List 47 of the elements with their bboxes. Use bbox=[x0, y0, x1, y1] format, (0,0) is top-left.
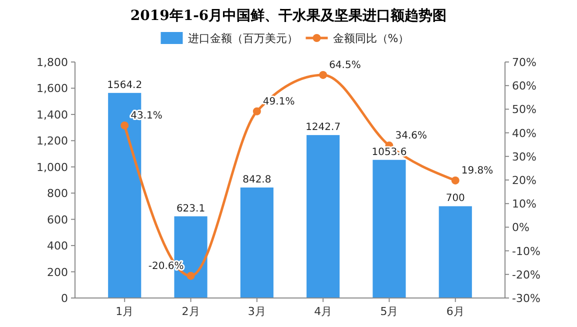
y2-tick-label: -30% bbox=[512, 292, 540, 305]
y-tick-label: 1,400 bbox=[36, 108, 68, 122]
data-label: 34.6% bbox=[395, 130, 428, 142]
y-tick-label: 1,800 bbox=[36, 56, 68, 69]
data-label: 623.1 bbox=[176, 203, 206, 214]
data-label: 1564.2 bbox=[107, 80, 142, 91]
y2-tick-label: 10% bbox=[512, 198, 536, 211]
y2-tick-label: 70% bbox=[512, 56, 536, 69]
point bbox=[120, 121, 129, 130]
y2-tick-label: -20% bbox=[512, 268, 540, 282]
y-tick-label: 1,000 bbox=[36, 160, 68, 174]
x-tick-label: 3月 bbox=[248, 305, 266, 318]
data-label: 842.8 bbox=[242, 174, 272, 186]
y-tick-label: 1,600 bbox=[36, 82, 68, 96]
data-label: 19.8% bbox=[461, 165, 494, 176]
x-tick-label: 4月 bbox=[314, 305, 332, 318]
data-label: 700 bbox=[446, 193, 465, 204]
y2-tick-label: 30% bbox=[512, 150, 536, 164]
point bbox=[319, 70, 328, 79]
y-tick-label: 200 bbox=[47, 266, 68, 279]
legend-label: 金额同比（%） bbox=[332, 32, 410, 45]
bar bbox=[240, 188, 274, 298]
y-tick-label: 800 bbox=[47, 187, 68, 200]
point bbox=[252, 107, 261, 116]
bar bbox=[438, 206, 472, 298]
y2-tick-label: 50% bbox=[512, 103, 536, 116]
x-tick-label: 5月 bbox=[380, 305, 398, 318]
data-label: 64.5% bbox=[329, 60, 361, 71]
data-label: 1242.7 bbox=[306, 122, 341, 134]
bar bbox=[372, 160, 406, 298]
bar bbox=[306, 135, 340, 298]
y-tick-label: 400 bbox=[47, 240, 68, 253]
y-tick-label: 0 bbox=[61, 292, 68, 305]
y2-tick-label: 40% bbox=[512, 126, 536, 140]
chart-title: 2019年1-6月中国鲜、干水果及坚果进口额趋势图 bbox=[130, 7, 447, 24]
y-tick-label: 1,200 bbox=[36, 134, 68, 148]
y-tick-label: 600 bbox=[47, 213, 68, 226]
point bbox=[451, 176, 460, 184]
point bbox=[186, 272, 195, 280]
y2-tick-label: 20% bbox=[512, 174, 536, 187]
y2-tick-label: -10% bbox=[512, 244, 540, 258]
x-tick-label: 6月 bbox=[446, 305, 464, 318]
x-tick-label: 2月 bbox=[182, 305, 200, 318]
x-tick-label: 1月 bbox=[116, 305, 134, 318]
legend-label: 进口金额（百万美元） bbox=[188, 32, 298, 45]
y2-tick-label: 60% bbox=[512, 80, 536, 93]
y2-tick-label: 0% bbox=[512, 221, 530, 234]
